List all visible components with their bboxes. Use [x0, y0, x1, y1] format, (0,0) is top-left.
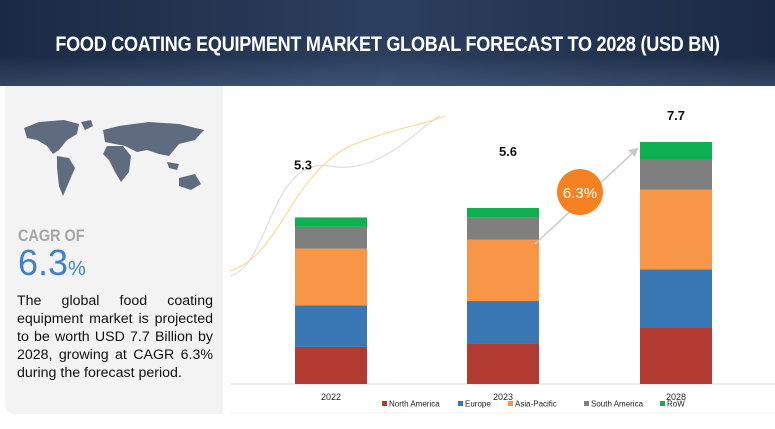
summary-description: The global food coating equipment market…: [17, 293, 213, 381]
legend-label: North America: [389, 400, 440, 409]
bar-segment-row-2028: [640, 142, 712, 160]
bar-segment-asia-pacific-2023: [467, 239, 539, 302]
legend-swatch: [458, 401, 463, 406]
cagr-unit: %: [68, 258, 86, 280]
cagr-bubble-label: 6.3%: [563, 185, 597, 202]
legend-swatch: [382, 401, 387, 406]
legend-label: RoW: [667, 400, 685, 409]
legend-label: Asia-Pacific: [515, 400, 557, 409]
bar-segment-europe-2023: [467, 301, 539, 344]
page-title: FOOD COATING EQUIPMENT MARKET GLOBAL FOR…: [55, 33, 720, 56]
legend-swatch: [660, 401, 665, 406]
header-banner: FOOD COATING EQUIPMENT MARKET GLOBAL FOR…: [0, 0, 775, 86]
bar-total-label: 7.7: [667, 108, 685, 123]
bar-total-label: 5.6: [499, 144, 517, 159]
cagr-bubble: [557, 169, 603, 215]
cagr-label: CAGR OF: [18, 226, 85, 245]
bar-total-label: 5.3: [294, 157, 312, 172]
stacked-bar-chart: 2022 5.3 2023 5.6 2028 7.7 6.3% North America…: [230, 108, 775, 414]
bar-segment-asia-pacific-2028: [640, 189, 712, 270]
x-tick-label: 2023: [493, 392, 513, 402]
bar-segment-europe-2028: [640, 269, 712, 328]
legend-label: Europe: [465, 400, 491, 409]
x-tick-label: 2022: [321, 392, 341, 402]
bar-segment-asia-pacific-2022: [295, 248, 367, 306]
bar-segment-south-america-2023: [467, 217, 539, 240]
x-tick-label: 2028: [666, 392, 686, 402]
legend-swatch: [508, 401, 513, 406]
bar-segment-north-america-2022: [295, 346, 367, 384]
bar-segment-europe-2022: [295, 305, 367, 347]
legend-swatch: [584, 401, 589, 406]
bar-segment-north-america-2028: [640, 327, 712, 384]
bar-segment-row-2023: [467, 208, 539, 218]
legend-label: South America: [591, 400, 644, 409]
bar-segment-south-america-2022: [295, 226, 367, 249]
arrow-head-icon: [628, 148, 638, 157]
summary-panel: CAGR OF 6.3% The global food coating equ…: [5, 86, 223, 414]
cagr-number: 6.3: [18, 242, 69, 283]
cagr-value: 6.3%: [18, 242, 86, 284]
bar-segment-row-2022: [295, 217, 367, 227]
bar-segment-north-america-2023: [467, 343, 539, 384]
world-map-icon: [24, 120, 204, 196]
bar-segment-south-america-2028: [640, 159, 712, 190]
